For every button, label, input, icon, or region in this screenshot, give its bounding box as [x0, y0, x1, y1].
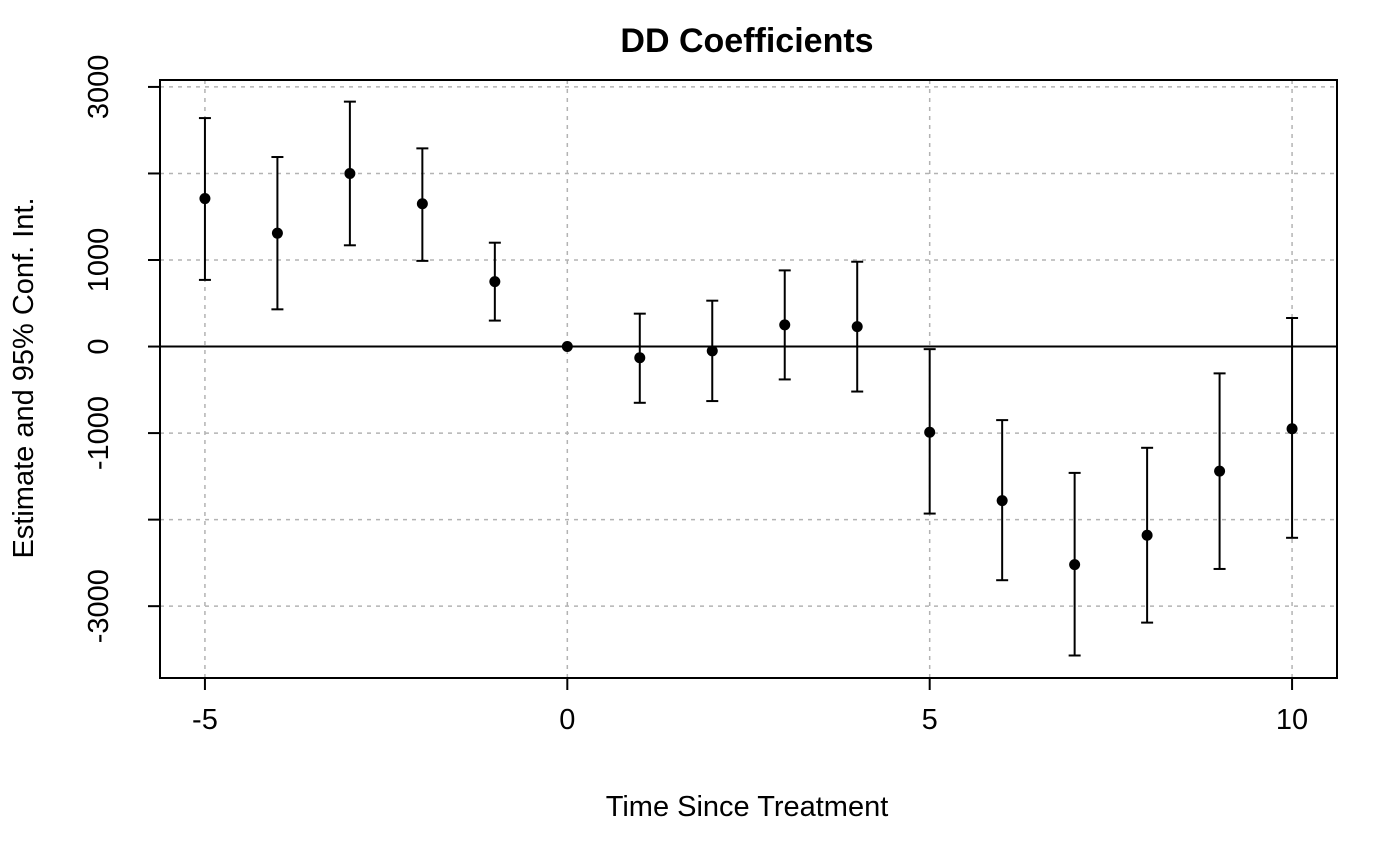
estimate-point [634, 352, 646, 364]
estimate-point [416, 198, 428, 210]
estimate-point [706, 345, 718, 357]
estimate-point [1286, 423, 1298, 435]
estimate-point [1141, 529, 1153, 541]
estimate-point [561, 341, 573, 353]
estimate-points [199, 167, 1298, 571]
plot-area-frame [159, 79, 1338, 679]
x-axis: -5 0 5 10 [192, 678, 1308, 736]
estimate-point [271, 227, 283, 239]
x-tick-label: -5 [192, 704, 218, 736]
confidence-intervals [198, 100, 1299, 657]
grid [160, 80, 1337, 678]
chart-title: DD Coefficients [620, 22, 873, 60]
estimate-point [1214, 465, 1226, 477]
estimate-point [199, 193, 211, 205]
estimate-point [851, 321, 863, 333]
x-tick-label: 0 [559, 704, 575, 736]
x-tick-label: 5 [922, 704, 938, 736]
x-axis-label: Time Since Treatment [606, 791, 889, 823]
y-tick-label: -1000 [83, 396, 115, 470]
y-axis-label: Estimate and 95% Conf. Int. [8, 197, 40, 558]
y-tick-label: -3000 [83, 569, 115, 643]
y-axis: -3000 -1000 0 1000 3000 [83, 55, 160, 643]
y-tick-label: 3000 [83, 55, 115, 120]
estimate-point [489, 276, 501, 288]
estimate-point [779, 319, 791, 331]
estimate-point [996, 495, 1008, 507]
estimate-point [1069, 559, 1081, 571]
y-tick-label: 1000 [83, 228, 115, 293]
estimate-point [924, 426, 936, 438]
y-tick-label: 0 [83, 338, 115, 354]
x-tick-label: 10 [1276, 704, 1308, 736]
estimate-point [344, 167, 356, 179]
